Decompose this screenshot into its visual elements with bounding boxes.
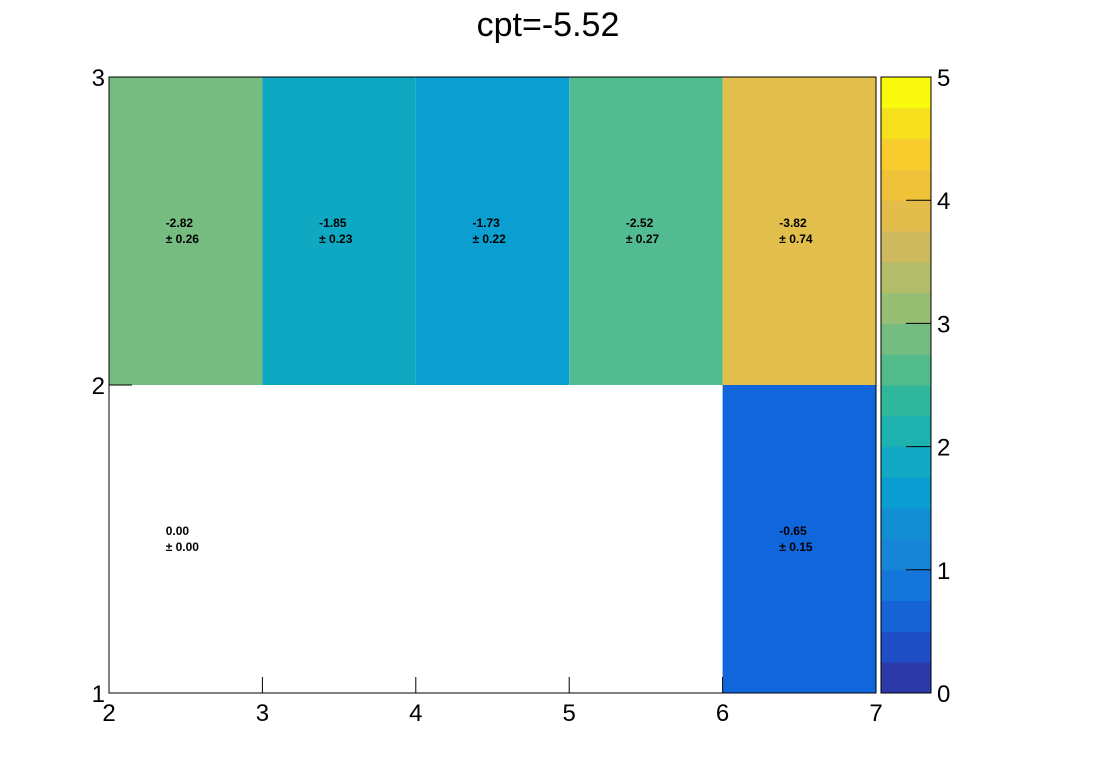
chart-title: cpt=-5.52 <box>477 6 620 44</box>
colorbar-segment <box>881 107 931 140</box>
y-tick-label: 2 <box>92 373 105 400</box>
colorbar-tick-label: 0 <box>937 681 950 708</box>
heatmap-cell <box>109 77 263 385</box>
colorbar-segment <box>881 508 931 540</box>
cell-value-label: -2.52 <box>626 216 654 230</box>
heatmap-cell <box>722 77 876 385</box>
colorbar-segment <box>881 138 931 170</box>
y-tick-label: 3 <box>92 65 105 92</box>
colorbar-segment <box>881 231 931 263</box>
cell-value-label: 0.00 <box>166 524 190 538</box>
colorbar-tick-label: 4 <box>937 188 950 215</box>
colorbar-tick-label: 3 <box>937 311 950 338</box>
colorbar-segment <box>881 354 931 386</box>
colorbar-segment <box>881 662 931 694</box>
cell-error-label: ± 0.74 <box>779 232 813 246</box>
heatmap-cell <box>262 77 416 385</box>
cell-error-label: ± 0.15 <box>779 540 813 554</box>
colorbar-segment <box>881 169 931 201</box>
cell-error-label: ± 0.27 <box>626 232 660 246</box>
heatmap-cell <box>569 77 723 385</box>
x-tick-label: 6 <box>716 700 729 727</box>
cell-labels-layer: -2.82 ± 0.26 -1.85 ± 0.23 -1.73 ± 0.22 -2.52 ± … <box>166 216 813 554</box>
colorbar-segment <box>881 200 931 232</box>
x-tick-label: 2 <box>102 700 115 727</box>
colorbar-segment <box>881 323 931 355</box>
colorbar-segment <box>881 477 931 509</box>
cell-value-label: -1.85 <box>319 216 347 230</box>
colorbar-segment <box>881 415 931 448</box>
colorbar-segment <box>881 631 931 663</box>
cells-layer <box>109 77 876 693</box>
heatmap-cell <box>415 77 570 385</box>
cell-error-label: ± 0.23 <box>319 232 353 246</box>
colorbar-segment <box>881 539 931 571</box>
cell-value-label: -1.73 <box>473 216 501 230</box>
colorbar-segment <box>881 261 931 294</box>
cell-error-label: ± 0.26 <box>166 232 200 246</box>
colorbar-tick-label: 2 <box>937 435 950 462</box>
y-tick-label: 1 <box>92 681 105 708</box>
colorbar-segment <box>881 385 931 417</box>
cell-error-label: ± 0.22 <box>473 232 507 246</box>
cell-value-label: -0.65 <box>779 524 807 538</box>
colorbar-tick-label: 1 <box>937 558 950 585</box>
cell-value-label: -3.82 <box>779 216 807 230</box>
colorbar-tick-label: 5 <box>937 65 950 92</box>
heatmap-cell <box>722 385 876 693</box>
colorbar: 0 1 2 3 4 5 <box>880 65 950 708</box>
x-tick-label: 4 <box>409 700 422 727</box>
colorbar-segment <box>881 446 931 478</box>
colorbar-segment <box>881 292 931 324</box>
heatmap-cell <box>109 385 263 693</box>
colorbar-segment <box>881 600 931 632</box>
colorbar-segment <box>881 77 931 109</box>
x-tick-label: 3 <box>256 700 269 727</box>
cell-error-label: ± 0.00 <box>166 540 200 554</box>
cell-value-label: -2.82 <box>166 216 194 230</box>
x-tick-label: 7 <box>869 700 882 727</box>
colorbar-segment <box>881 569 931 602</box>
x-tick-label: 5 <box>563 700 576 727</box>
